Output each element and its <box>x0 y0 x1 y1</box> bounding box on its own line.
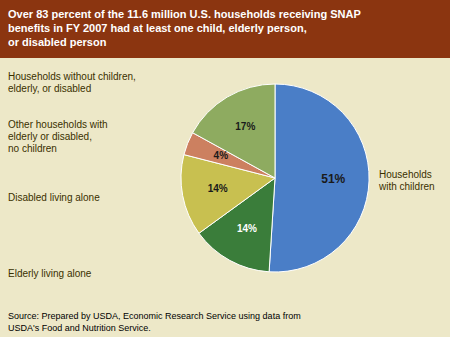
data-label: 17% <box>235 121 255 132</box>
title-bar <box>0 0 450 58</box>
data-label: 14% <box>208 183 228 194</box>
data-label: 14% <box>237 223 257 234</box>
category-label: Disabled living alone <box>8 192 100 203</box>
title: Over 83 percent of the 11.6 million U.S.… <box>8 8 361 48</box>
data-label: 51% <box>321 172 345 186</box>
source: Source: Prepared by USDA, Economic Resea… <box>8 311 301 333</box>
category-label: Other households withelderly or disabled… <box>8 119 108 154</box>
category-label: Households without children,elderly, or … <box>8 71 136 94</box>
category-label: Householdswith children <box>378 169 435 192</box>
chart: Over 83 percent of the 11.6 million U.S.… <box>0 0 450 337</box>
data-label: 4% <box>214 150 229 161</box>
slices <box>181 84 369 272</box>
category-label: Elderly living alone <box>8 268 92 279</box>
background <box>0 0 450 337</box>
pie-slice <box>193 84 275 178</box>
pie-slice <box>269 84 369 272</box>
labels: 51% 14% 14% 4% 17% <box>208 121 346 233</box>
